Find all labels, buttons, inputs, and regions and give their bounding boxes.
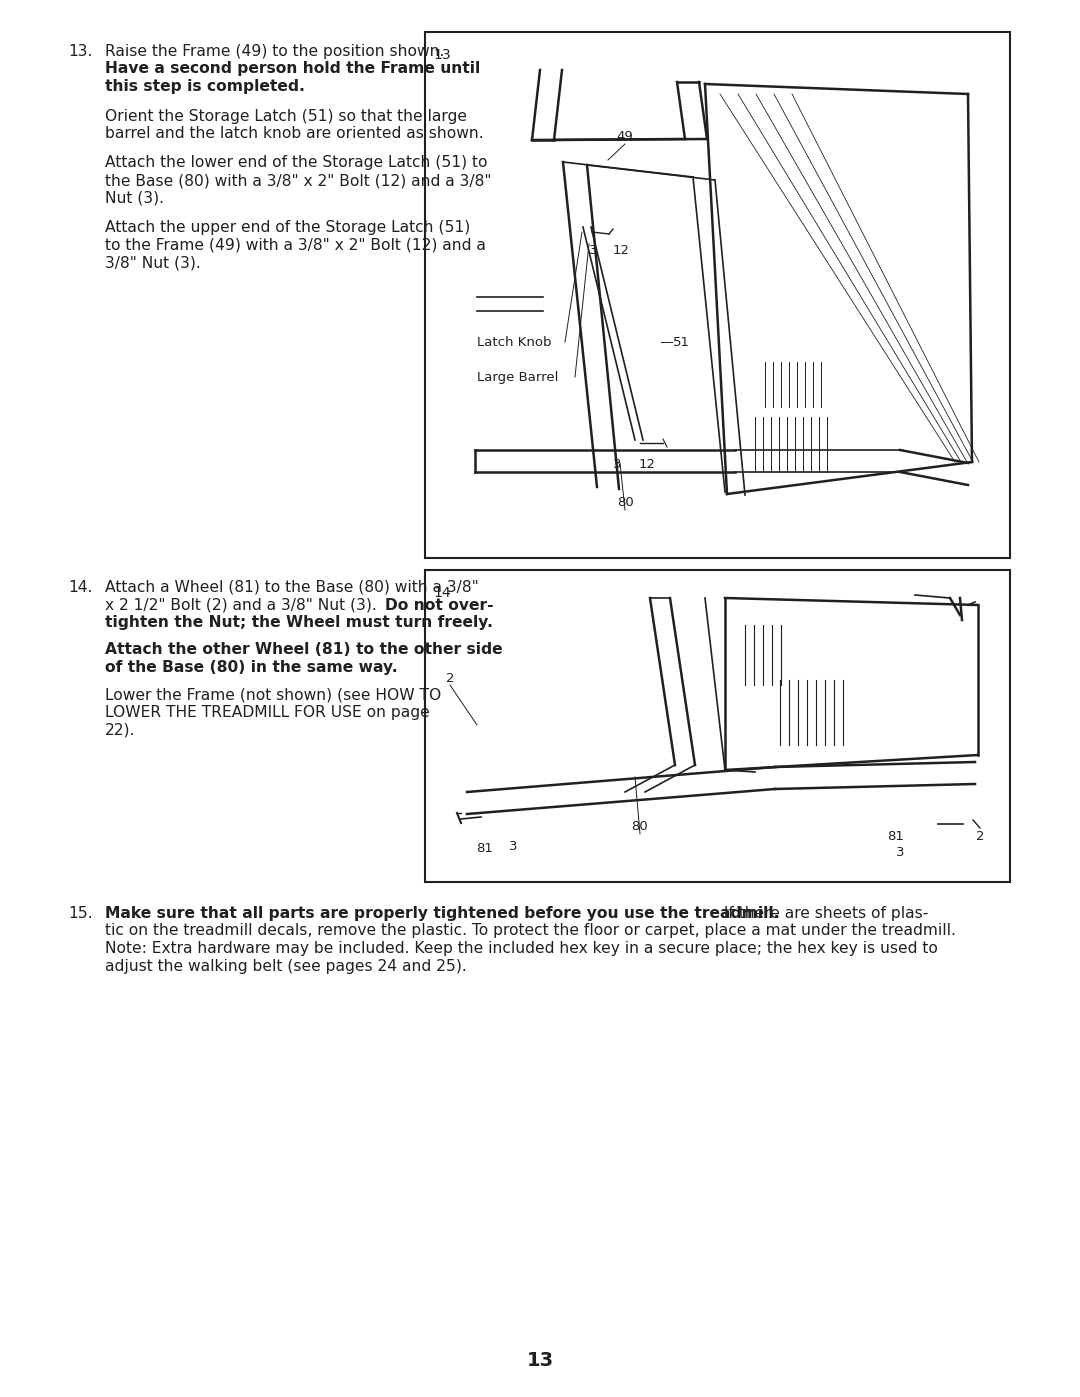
Text: LOWER THE TREADMILL FOR USE on page: LOWER THE TREADMILL FOR USE on page	[105, 705, 430, 719]
Text: adjust the walking belt (see pages 24 and 25).: adjust the walking belt (see pages 24 an…	[105, 958, 467, 974]
Text: 12: 12	[612, 243, 630, 257]
Text: 51: 51	[673, 335, 690, 348]
Text: 80: 80	[617, 496, 633, 510]
Text: to the Frame (49) with a 3/8" x 2" Bolt (12) and a: to the Frame (49) with a 3/8" x 2" Bolt …	[105, 237, 486, 253]
Text: 2: 2	[975, 830, 984, 842]
Text: tighten the Nut; the Wheel must turn freely.: tighten the Nut; the Wheel must turn fre…	[105, 615, 492, 630]
Text: If there are sheets of plas-: If there are sheets of plas-	[719, 907, 929, 921]
Text: 49: 49	[617, 130, 633, 144]
Text: x 2 1/2" Bolt (2) and a 3/8" Nut (3).: x 2 1/2" Bolt (2) and a 3/8" Nut (3).	[105, 598, 381, 612]
Text: tic on the treadmill decals, remove the plastic. To protect the floor or carpet,: tic on the treadmill decals, remove the …	[105, 923, 956, 939]
Text: 14: 14	[433, 585, 450, 599]
Text: Note: Extra hardware may be included. Keep the included hex key in a secure plac: Note: Extra hardware may be included. Ke…	[105, 942, 937, 956]
Text: of the Base (80) in the same way.: of the Base (80) in the same way.	[105, 659, 397, 675]
Text: 12: 12	[638, 458, 656, 472]
Text: 14.: 14.	[68, 580, 93, 595]
Text: Attach the upper end of the Storage Latch (51): Attach the upper end of the Storage Latc…	[105, 219, 470, 235]
Text: Nut (3).: Nut (3).	[105, 190, 164, 205]
Text: 3/8" Nut (3).: 3/8" Nut (3).	[105, 256, 201, 270]
FancyBboxPatch shape	[465, 460, 497, 481]
Text: 3: 3	[612, 458, 621, 472]
Text: barrel and the latch knob are oriented as shown.: barrel and the latch knob are oriented a…	[105, 126, 484, 141]
Text: 3: 3	[509, 841, 517, 854]
Text: 15.: 15.	[68, 907, 93, 921]
Text: Attach a Wheel (81) to the Base (80) with a 3/8": Attach a Wheel (81) to the Base (80) wit…	[105, 580, 478, 595]
Text: Do not over-: Do not over-	[384, 598, 494, 612]
Bar	[426, 32, 1010, 557]
FancyBboxPatch shape	[946, 455, 978, 475]
Text: Make sure that all parts are properly tightened before you use the treadmill.: Make sure that all parts are properly ti…	[105, 907, 780, 921]
Text: 3: 3	[589, 243, 597, 257]
Text: 80: 80	[632, 820, 648, 834]
Text: Large Barrel: Large Barrel	[477, 370, 558, 384]
Text: the Base (80) with a 3/8" x 2" Bolt (12) and a 3/8": the Base (80) with a 3/8" x 2" Bolt (12)…	[105, 173, 491, 189]
Bar	[426, 570, 1010, 882]
Text: Raise the Frame (49) to the position shown.: Raise the Frame (49) to the position sho…	[105, 43, 444, 59]
FancyBboxPatch shape	[956, 761, 982, 780]
Text: Lower the Frame (not shown) (see HOW TO: Lower the Frame (not shown) (see HOW TO	[105, 687, 442, 703]
FancyBboxPatch shape	[451, 802, 477, 820]
Text: this step is completed.: this step is completed.	[105, 80, 305, 94]
Text: 22).: 22).	[105, 722, 135, 738]
Text: 13: 13	[526, 1351, 554, 1369]
Text: Latch Knob: Latch Knob	[477, 335, 552, 348]
Text: Orient the Storage Latch (51) so that the large: Orient the Storage Latch (51) so that th…	[105, 109, 467, 123]
Text: Attach the other Wheel (81) to the other side: Attach the other Wheel (81) to the other…	[105, 643, 502, 658]
Text: 13: 13	[433, 47, 450, 61]
Text: 81: 81	[888, 830, 904, 842]
Text: Have a second person hold the Frame until: Have a second person hold the Frame unti…	[105, 61, 481, 77]
Text: 13.: 13.	[68, 43, 93, 59]
Text: 3: 3	[895, 845, 904, 859]
Text: Attach the lower end of the Storage Latch (51) to: Attach the lower end of the Storage Latc…	[105, 155, 487, 170]
Text: 81: 81	[476, 842, 494, 855]
Text: 2: 2	[446, 672, 455, 685]
